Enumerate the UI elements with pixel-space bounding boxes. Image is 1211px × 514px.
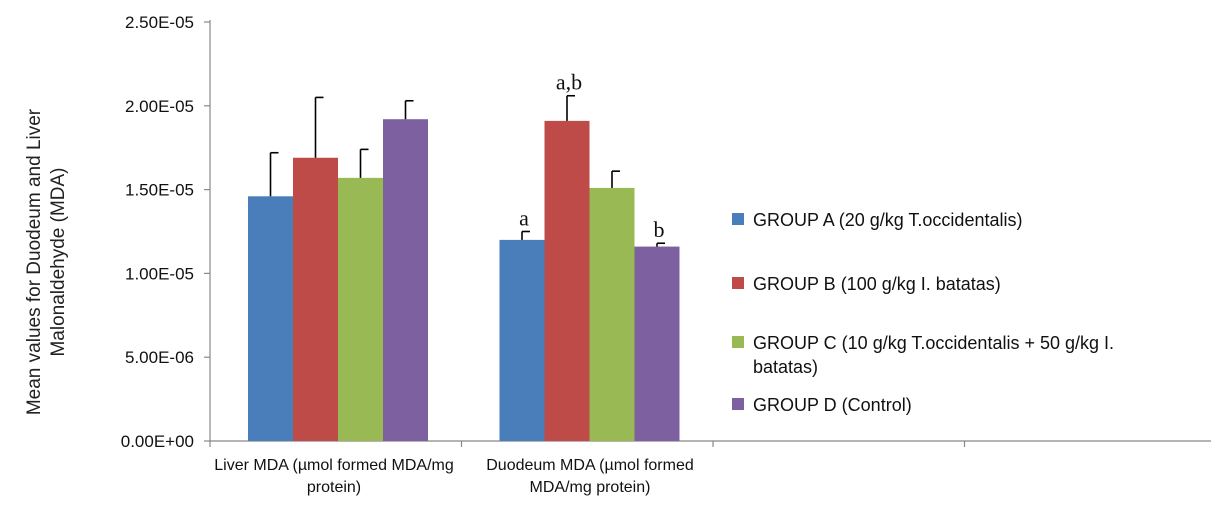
y-tick-label-2: 1.00E-05 xyxy=(125,264,194,283)
legend-item-group-d: GROUP D (Control) xyxy=(732,393,1202,417)
legend-swatch-group-a xyxy=(732,213,744,225)
bar-3-0 xyxy=(383,119,428,441)
legend-label-group-a: GROUP A (20 g/kg T.occidentalis) xyxy=(753,210,1023,230)
y-tick-label-4: 2.00E-05 xyxy=(125,97,194,116)
legend-item-group-a: GROUP A (20 g/kg T.occidentalis) xyxy=(732,208,1202,232)
y-tick-label-3: 1.50E-05 xyxy=(125,181,194,200)
legend-item-group-c: GROUP C (10 g/kg T.occidentalis + 50 g/k… xyxy=(732,331,1202,379)
legend-swatch-group-d xyxy=(732,398,744,410)
bar-1-1 xyxy=(544,120,590,441)
y-tick-label-0: 0.00E+00 xyxy=(121,432,194,451)
y-axis-label: Mean values for Duodeum and Liver Malona… xyxy=(24,108,69,416)
annotation-3-1: b xyxy=(654,217,665,242)
legend-label-group-d: GROUP D (Control) xyxy=(753,395,912,415)
annotation-1-1: a,b xyxy=(556,70,582,95)
y-tick-label-5: 2.50E-05 xyxy=(125,13,194,32)
bar-0-0 xyxy=(248,196,293,441)
category-label-liver: Liver MDA (µmol formed MDA/mg protein) xyxy=(214,457,454,496)
legend-swatch-group-c xyxy=(732,336,744,348)
bar-3-1 xyxy=(634,246,680,441)
legend-swatch-group-b xyxy=(732,277,744,289)
legend-label-group-c: GROUP C (10 g/kg T.occidentalis + 50 g/k… xyxy=(753,333,1115,377)
annotation-0-1: a xyxy=(519,206,529,231)
bar-0-1 xyxy=(499,239,545,441)
legend-item-group-b: GROUP B (100 g/kg I. batatas) xyxy=(732,272,1202,296)
y-tick-label-1: 5.00E-06 xyxy=(125,348,194,367)
bar-1-0 xyxy=(293,157,338,442)
bar-2-1 xyxy=(589,187,635,441)
bar-2-0 xyxy=(338,177,383,442)
category-label-duodeum: Duodeum MDA (µmol formed MDA/mg protein) xyxy=(486,457,694,496)
legend-label-group-b: GROUP B (100 g/kg I. batatas) xyxy=(753,274,1001,294)
